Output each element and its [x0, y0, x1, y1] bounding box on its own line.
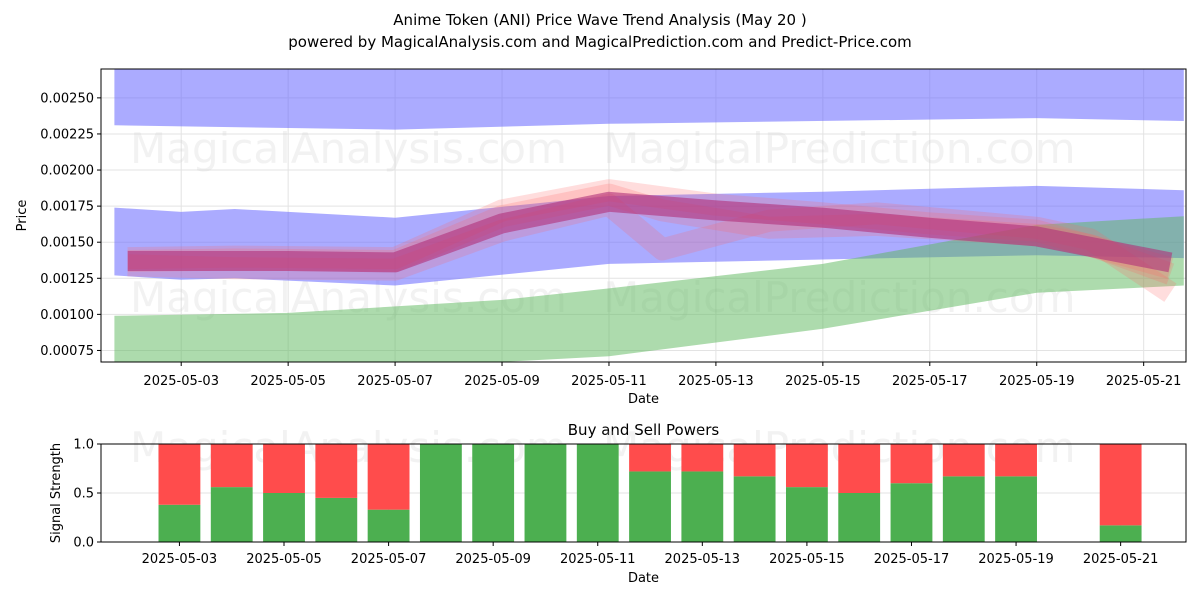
y-tick-label: 0.00225 — [40, 127, 94, 142]
watermark-text: MagicalPrediction.com — [603, 124, 1076, 173]
sell-bar — [629, 444, 671, 472]
buy-bar — [785, 487, 828, 542]
y-tick-label: 0.00150 — [40, 236, 94, 251]
watermark-text: MagicalAnalysis.com — [130, 124, 567, 173]
buy-bar — [942, 476, 985, 542]
sell-bar — [367, 444, 410, 510]
buy-bar — [576, 444, 619, 542]
price-wave-plot: MagicalAnalysis.com MagicalPrediction.com… — [15, 68, 1187, 407]
buy-bar — [838, 493, 881, 542]
buy-bar — [681, 471, 724, 542]
sell-bar — [890, 444, 933, 484]
sell-bar — [995, 444, 1037, 477]
y-tick-label: 0.5 — [73, 487, 94, 502]
sell-bar — [158, 444, 201, 505]
buy-bar — [472, 444, 515, 542]
x-tick-label: 2025-05-11 — [560, 552, 636, 567]
sell-bar — [210, 444, 253, 488]
x-tick-label: 2025-05-21 — [1083, 552, 1159, 567]
magenta-trend-line — [127, 191, 1173, 273]
y-tick-label: 1.0 — [73, 438, 94, 453]
blue-band — [114, 69, 1184, 130]
x-tick-label: 2025-05-19 — [999, 374, 1075, 389]
sell-bar — [1099, 444, 1142, 526]
x-axis-label: Date — [628, 571, 659, 586]
y-axis-label: Signal Strength — [49, 443, 64, 543]
x-tick-label: 2025-05-13 — [678, 374, 754, 389]
x-tick-label: 2025-05-05 — [250, 374, 326, 389]
y-tick-label: 0.00100 — [40, 308, 94, 323]
x-tick-label: 2025-05-05 — [246, 552, 322, 567]
x-tick-label: 2025-05-07 — [351, 552, 427, 567]
buy-bar — [890, 483, 933, 542]
y-tick-label: 0.00250 — [40, 91, 94, 106]
sell-bar — [263, 444, 305, 493]
x-tick-label: 2025-05-03 — [143, 374, 219, 389]
x-tick-label: 2025-05-15 — [769, 552, 845, 567]
x-tick-label: 2025-05-15 — [785, 374, 861, 389]
y-tick-label: 0.00075 — [40, 344, 94, 359]
chart-subtitle: powered by MagicalAnalysis.com and Magic… — [288, 33, 912, 51]
buy-bar — [995, 476, 1037, 542]
x-tick-label: 2025-05-19 — [978, 552, 1054, 567]
sell-bar — [838, 444, 881, 493]
x-tick-label: 2025-05-09 — [464, 374, 540, 389]
sell-bar — [942, 444, 985, 477]
bar-chart-title: Buy and Sell Powers — [568, 421, 720, 439]
sell-bar — [681, 444, 724, 472]
buy-bar — [1099, 525, 1142, 542]
buy-bar — [733, 476, 776, 542]
buy-bar — [315, 497, 358, 542]
y-tick-label: 0.0 — [73, 536, 94, 551]
x-tick-label: 2025-05-03 — [142, 552, 218, 567]
y-tick-label: 0.00175 — [40, 200, 94, 215]
buy-bar — [210, 487, 253, 542]
x-tick-label: 2025-05-21 — [1106, 374, 1182, 389]
x-tick-label: 2025-05-07 — [357, 374, 433, 389]
x-tick-label: 2025-05-09 — [455, 552, 531, 567]
y-tick-label: 0.00200 — [40, 164, 94, 179]
sell-bar — [315, 444, 358, 498]
sell-bar — [785, 444, 828, 488]
green-band — [114, 216, 1184, 362]
plot-area — [114, 69, 1184, 362]
x-tick-label: 2025-05-17 — [892, 374, 968, 389]
buy-bar — [367, 509, 410, 542]
x-tick-label: 2025-05-13 — [665, 552, 741, 567]
buy-bar — [524, 444, 567, 542]
buy-sell-plot: Buy and Sell PowersMagicalAnalysis.comMa… — [49, 421, 1187, 586]
y-tick-label: 0.00125 — [40, 272, 94, 287]
buy-bar — [263, 493, 305, 542]
x-axis-label: Date — [628, 392, 659, 407]
buy-bar — [629, 471, 671, 542]
buy-bar — [158, 504, 201, 542]
y-axis-label: Price — [15, 200, 30, 232]
sell-bar — [733, 444, 776, 477]
x-tick-label: 2025-05-11 — [571, 374, 647, 389]
buy-bar — [419, 444, 462, 542]
chart-title: Anime Token (ANI) Price Wave Trend Analy… — [393, 11, 806, 29]
main-plot-frame — [100, 68, 1187, 363]
x-tick-label: 2025-05-17 — [874, 552, 950, 567]
